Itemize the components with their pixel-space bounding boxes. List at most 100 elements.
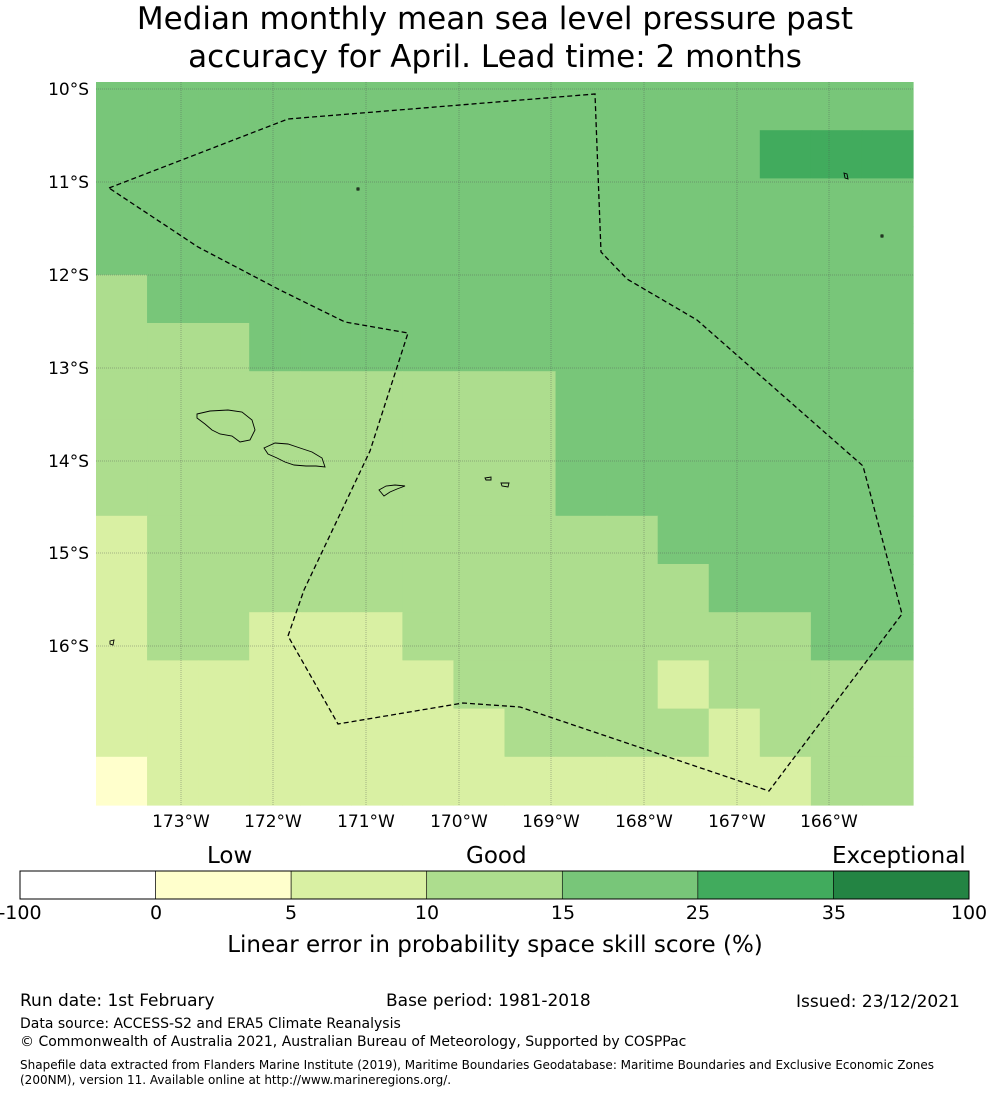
grid-cell (810, 467, 863, 517)
grid-cell (147, 323, 199, 372)
grid-cell (708, 274, 761, 324)
grid-cell (147, 419, 199, 469)
grid-cell (402, 467, 455, 517)
category-exceptional: Exceptional (832, 843, 966, 869)
chart-title: Median monthly mean sea level pressure p… (0, 0, 990, 76)
longitude-label: 169°W (522, 812, 580, 832)
grid-cell (96, 371, 148, 420)
data-source: Data source: ACCESS-S2 and ERA5 Climate … (20, 1016, 401, 1032)
grid-cell (198, 82, 250, 131)
grid-cell (453, 756, 506, 806)
grid-cell (300, 660, 352, 710)
grid-cell (759, 371, 812, 420)
grid-cell (96, 467, 148, 517)
latitude-label: 14°S (48, 452, 89, 472)
longitude-label: 166°W (800, 812, 858, 832)
grid-cell (861, 130, 914, 179)
title-line-1: Median monthly mean sea level pressure p… (136, 1, 854, 37)
grid-cell (453, 515, 506, 565)
grid-cell (300, 756, 352, 806)
grid-cell (504, 756, 557, 806)
grid-cell (759, 756, 812, 806)
grid-cell (555, 419, 608, 469)
grid-cell (96, 612, 148, 661)
grid-cell (198, 419, 250, 469)
grid-cell (555, 82, 608, 131)
graticule (96, 82, 913, 805)
grid-cell (504, 226, 557, 276)
grid-cell (861, 82, 914, 131)
grid-cell (759, 178, 812, 228)
grid-cell (810, 371, 863, 420)
grid-cell (249, 82, 301, 131)
grid-cell (198, 708, 250, 758)
grid-cell (759, 467, 812, 517)
grid-cell (759, 515, 812, 565)
grid-cell (453, 708, 506, 758)
grid-cell (96, 660, 148, 710)
grid-cell (657, 371, 710, 420)
grid-cell (810, 564, 863, 613)
grid-cell (198, 371, 250, 420)
grid-cell (453, 226, 506, 276)
grid-cell (606, 612, 659, 661)
grid-cell (504, 708, 557, 758)
grid-cell (504, 419, 557, 469)
grid-cell (861, 564, 914, 613)
grid-cell (657, 564, 710, 613)
grid-cell (453, 612, 506, 661)
grid-cell (147, 178, 199, 228)
grid-cell (504, 467, 557, 517)
grid-cell (657, 467, 710, 517)
grid-cell (402, 371, 455, 420)
grid-cell (504, 130, 557, 179)
grid-cell (96, 226, 148, 276)
grid-cell (453, 371, 506, 420)
grid-cell (708, 371, 761, 420)
grid-cell (147, 612, 199, 661)
grid-cell (249, 323, 301, 372)
grid-cell (657, 82, 710, 131)
grid-cell (96, 708, 148, 758)
grid-cell (708, 419, 761, 469)
grid-cell (504, 323, 557, 372)
grid-cell (198, 660, 250, 710)
latitude-label: 16°S (48, 637, 89, 657)
grid-cell (759, 564, 812, 613)
latitude-label: 13°S (48, 359, 89, 379)
grid-cell (555, 660, 608, 710)
grid-cell (606, 82, 659, 131)
grid-cell (657, 419, 710, 469)
grid-cell (555, 515, 608, 565)
longitude-label: 171°W (337, 812, 395, 832)
colorbar-swatch (426, 870, 563, 900)
grid-cell (300, 82, 352, 131)
grid-cell (708, 82, 761, 131)
grid-cell (402, 515, 455, 565)
grid-cell (300, 323, 352, 372)
grid-cell (606, 178, 659, 228)
colorbar-tick: 100 (950, 902, 988, 924)
grid-cell (249, 515, 301, 565)
grid-cell (96, 323, 148, 372)
latitude-label: 10°S (48, 80, 89, 100)
grid-cell (606, 130, 659, 179)
longitude-labels: 173°W 172°W 171°W 170°W 169°W 168°W 167°W 166°W (152, 812, 858, 832)
grid-cell (198, 130, 250, 179)
grid-cell (504, 274, 557, 324)
grid-cell (300, 130, 352, 179)
grid-cell (708, 226, 761, 276)
colorbar-tick: 25 (685, 902, 711, 924)
grid-cell (759, 226, 812, 276)
shapefile-credit: Shapefile data extracted from Flanders M… (20, 1058, 935, 1087)
grid-cell (249, 708, 301, 758)
grid-cell (708, 467, 761, 517)
grid-cell (861, 178, 914, 228)
category-low: Low (207, 843, 253, 869)
grid-cell (657, 130, 710, 179)
grid-cell (351, 515, 403, 565)
grid-cell (555, 708, 608, 758)
grid-cell (606, 756, 659, 806)
grid-cell (198, 178, 250, 228)
grid-cell (300, 467, 352, 517)
